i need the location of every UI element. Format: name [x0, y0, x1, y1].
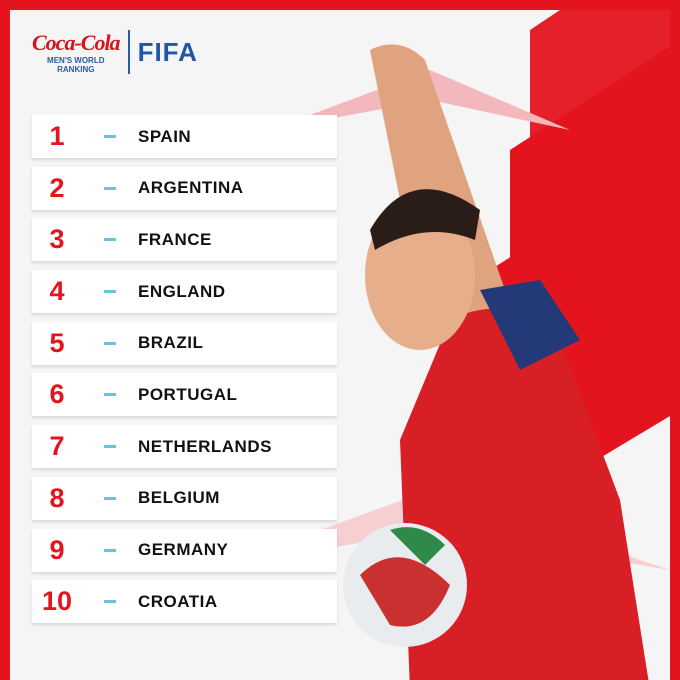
ranking-row: 3 FRANCE	[32, 218, 337, 262]
dash-divider	[104, 600, 116, 604]
subtitle-line1: MEN'S WORLD	[47, 56, 105, 65]
logo-lockup: Coca-Cola MEN'S WORLD RANKING FIFA	[32, 30, 198, 74]
dash-divider	[104, 341, 116, 345]
rank-number: 5	[49, 327, 65, 358]
coca-cola-logo: Coca-Cola	[32, 30, 121, 55]
player-photo	[343, 44, 649, 680]
dash-divider	[104, 496, 116, 500]
ranking-row: 5 BRAZIL	[32, 321, 337, 365]
ranking-row: 8 BELGIUM	[32, 476, 337, 520]
country-name: CROATIA	[138, 591, 218, 611]
country-name: ARGENTINA	[138, 178, 244, 198]
ranking-row: 9 GERMANY	[32, 528, 337, 572]
ranking-row: 10 CROATIA	[32, 580, 337, 624]
dash-divider	[104, 186, 116, 190]
country-name: NETHERLANDS	[138, 436, 272, 456]
rank-number: 7	[49, 431, 65, 462]
rank-number: 4	[49, 276, 65, 307]
dash-divider	[104, 445, 116, 449]
dash-divider	[104, 135, 116, 138]
ranking-row: 7 NETHERLANDS	[32, 425, 337, 469]
dash-divider	[104, 393, 116, 397]
country-name: SPAIN	[138, 126, 192, 146]
fifa-logo: FIFA	[137, 36, 198, 67]
country-name: GERMANY	[138, 540, 229, 559]
dash-divider	[104, 290, 116, 294]
ranking-row: 6 PORTUGAL	[32, 373, 337, 417]
rank-number: 10	[41, 586, 73, 617]
rank-number: 2	[49, 172, 65, 203]
ranking-row: 1 SPAIN	[32, 115, 337, 158]
country-name: BELGIUM	[138, 488, 220, 508]
ranking-list: 1 SPAIN 2 ARGENTINA 3 FRANCE 4 ENGLAND 5 BRAZ…	[32, 115, 337, 632]
rank-number: 1	[49, 121, 65, 151]
country-name: ENGLAND	[138, 281, 226, 301]
country-name: BRAZIL	[138, 333, 204, 353]
logo-divider	[127, 30, 130, 74]
subtitle-line2: RANKING	[57, 65, 95, 74]
rank-number: 8	[49, 482, 65, 513]
dash-divider	[104, 548, 116, 552]
ranking-row: 4 ENGLAND	[32, 270, 337, 314]
ranking-row: 2 ARGENTINA	[32, 166, 337, 210]
country-name: PORTUGAL	[138, 384, 238, 404]
rank-number: 3	[49, 224, 65, 255]
rank-number: 6	[49, 379, 65, 410]
rank-number: 9	[49, 534, 65, 565]
country-name: FRANCE	[138, 229, 212, 249]
dash-divider	[104, 238, 116, 242]
